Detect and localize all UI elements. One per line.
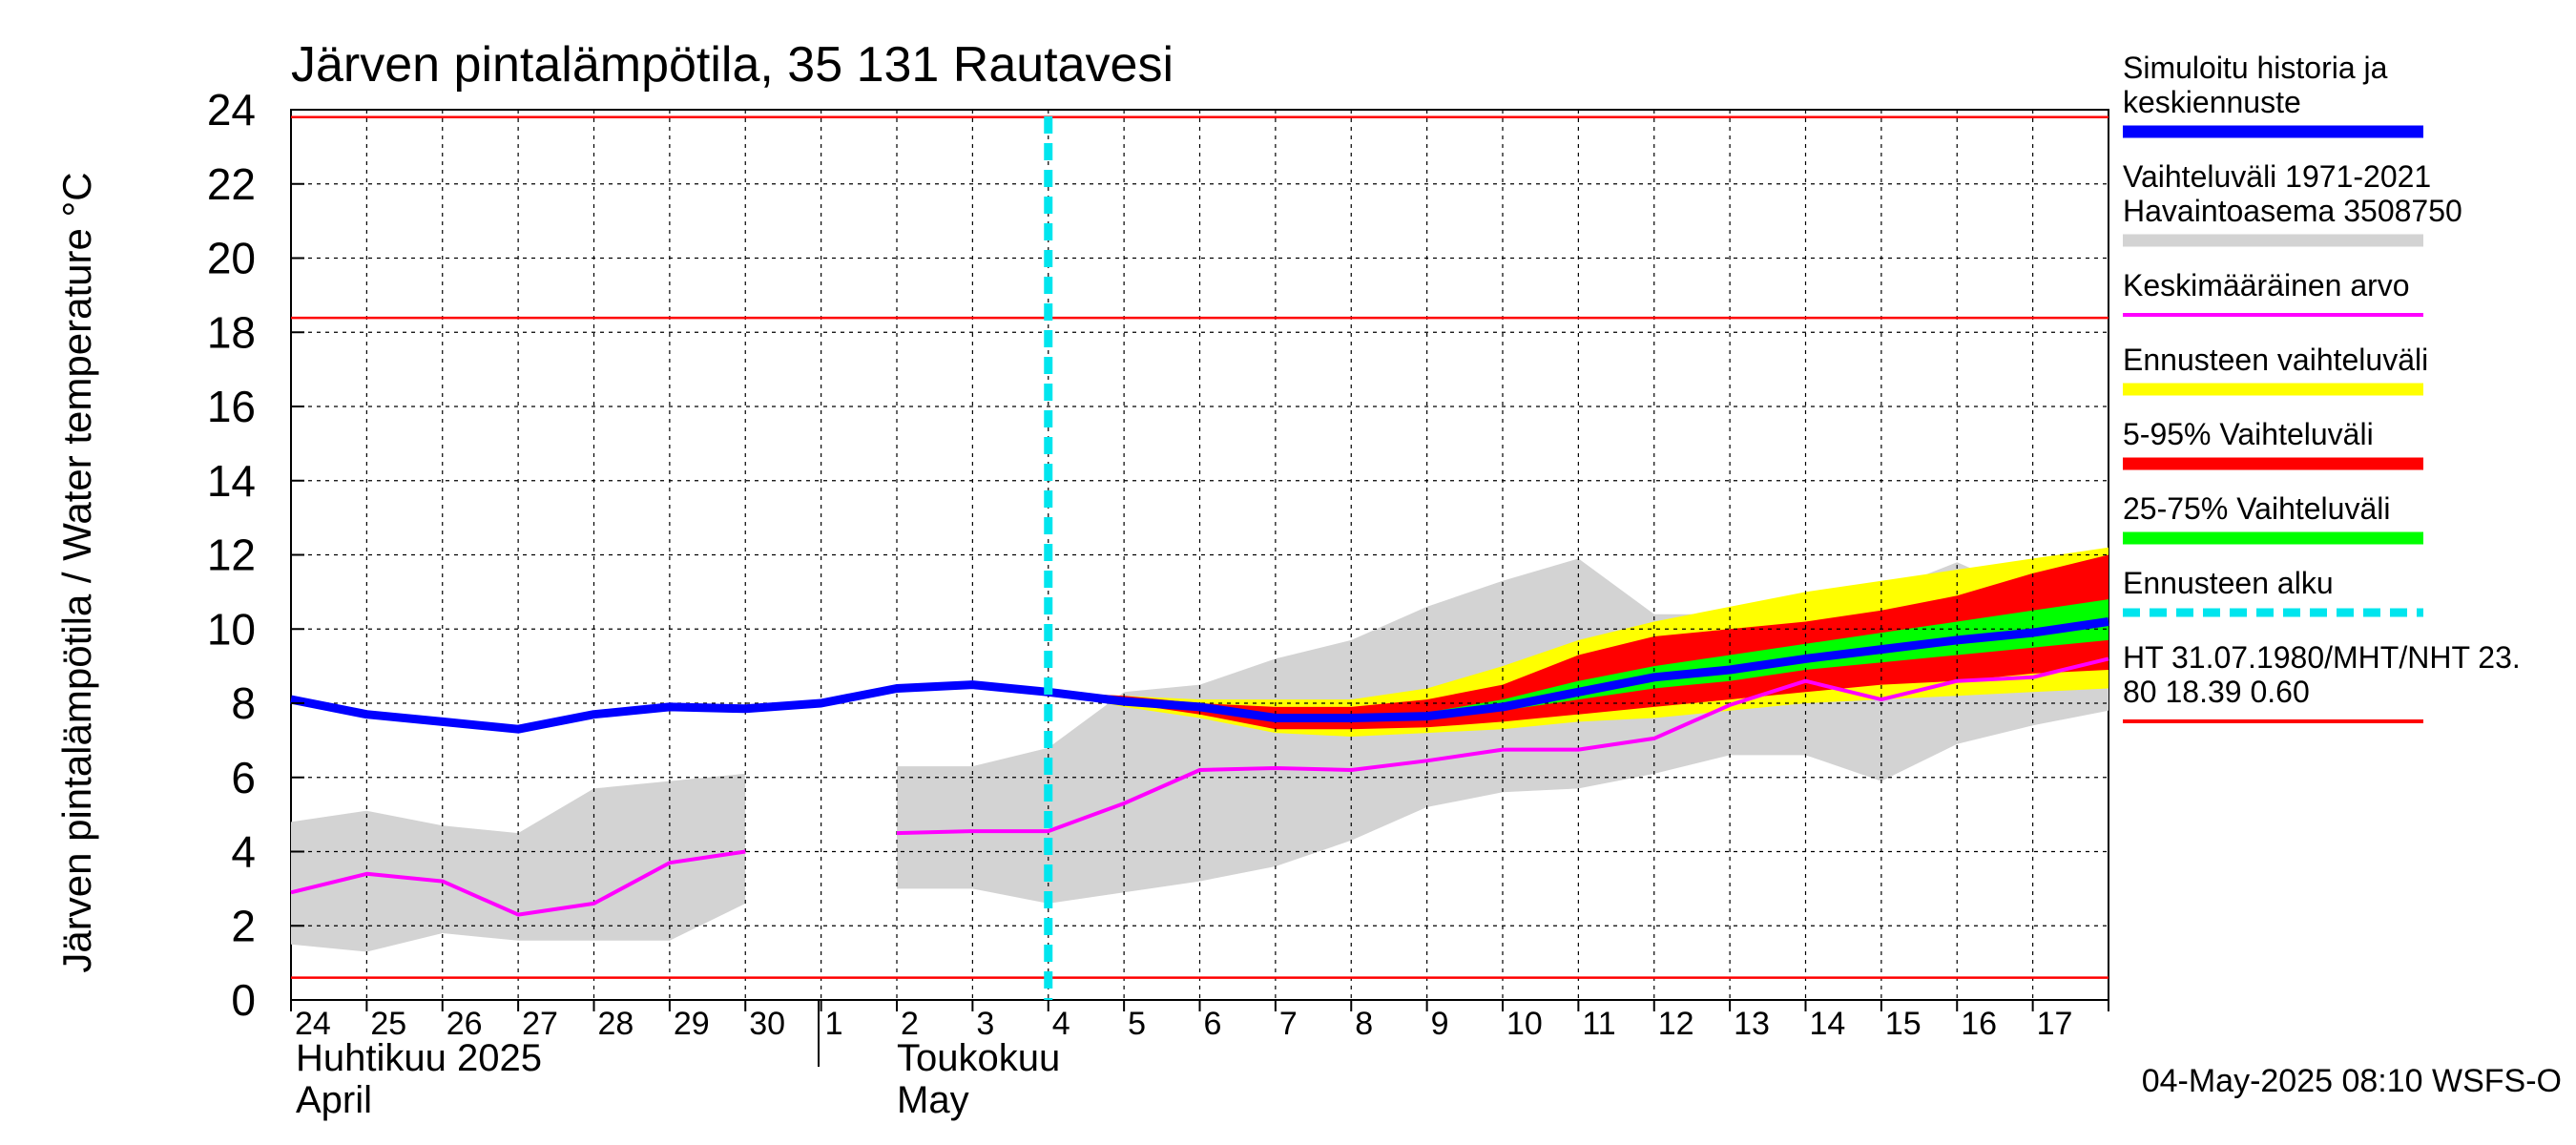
month-label-april-fi: Huhtikuu 2025 (296, 1037, 542, 1079)
legend-label: Keskimääräinen arvo (2123, 268, 2410, 302)
x-tick-label: 9 (1431, 1006, 1449, 1042)
y-tick-label: 10 (207, 604, 256, 654)
x-tick-label: 16 (1961, 1006, 1997, 1042)
x-tick-label: 4 (1052, 1006, 1070, 1042)
x-tick-label: 25 (370, 1006, 406, 1042)
5-95-vaihteluv-li-band (1048, 554, 2109, 730)
x-tick-label: 8 (1355, 1006, 1373, 1042)
legend-label: 25-75% Vaihteluväli (2123, 491, 2390, 526)
x-tick-label: 10 (1506, 1006, 1543, 1042)
simulated-forecast-line (290, 617, 2109, 734)
legend-label: 80 18.39 0.60 (2123, 675, 2310, 709)
y-tick-label: 6 (231, 753, 256, 802)
chart-title: Järven pintalämpötila, 35 131 Rautavesi (291, 37, 1174, 93)
month-label-april-en: April (296, 1079, 372, 1121)
series-lines-layer (290, 617, 2109, 917)
x-tick-label: 17 (2037, 1006, 2073, 1042)
y-tick-label: 2 (231, 901, 256, 950)
x-tick-label: 14 (1810, 1006, 1846, 1042)
mean-value-line (290, 849, 746, 917)
y-tick-label: 12 (207, 531, 256, 580)
x-tick-label: 15 (1885, 1006, 1922, 1042)
x-tick-label: 6 (1204, 1006, 1222, 1042)
legend-label: keskiennuste (2123, 85, 2301, 119)
x-tick-label: 27 (522, 1006, 558, 1042)
x-tick-label: 28 (598, 1006, 634, 1042)
legend-label: 5-95% Vaihteluväli (2123, 417, 2374, 451)
legend-label: Ennusteen alku (2123, 566, 2334, 600)
y-tick-label: 0 (231, 975, 256, 1025)
x-tick-label: 13 (1734, 1006, 1770, 1042)
x-tick-label: 30 (749, 1006, 785, 1042)
x-tick-label: 24 (295, 1006, 331, 1042)
25-75-vaihteluv-li-band (1351, 599, 2109, 718)
y-tick-label: 20 (207, 234, 256, 283)
y-tick-label: 4 (231, 827, 256, 877)
mean-value-line (896, 656, 2109, 836)
reference-lines-layer (291, 115, 2109, 979)
x-tick-label: 29 (674, 1006, 710, 1042)
month-label-may-fi: Toukokuu (897, 1037, 1060, 1079)
legend-label: Havaintoasema 3508750 (2123, 194, 2462, 228)
x-tick-label: 11 (1582, 1006, 1615, 1042)
legend-label: Ennusteen vaihteluväli (2123, 343, 2428, 377)
y-tick-label: 14 (207, 456, 256, 506)
vaihteluv-li-1971-2021-band (291, 773, 746, 952)
x-tick-label: 26 (447, 1006, 483, 1042)
y-tick-label: 24 (207, 85, 256, 135)
x-tick-label: 7 (1279, 1006, 1298, 1042)
x-tick-label: 5 (1128, 1006, 1146, 1042)
y-tick-label: 22 (207, 159, 256, 209)
y-tick-label: 18 (207, 307, 256, 357)
legend-label: Vaihteluväli 1971-2021 (2123, 159, 2431, 194)
y-axis-label: Järven pintalämpötila / Water temperatur… (54, 172, 99, 972)
legend-label: Simuloitu historia ja (2123, 51, 2388, 85)
month-label-may-en: May (897, 1079, 969, 1121)
x-tick-label: 2 (901, 1006, 919, 1042)
x-tick-labels: 24 25 26 27 28 29 30 1 2 3 4 5 6 7 8 9 10 11 12 13 14 15 16 17 (290, 1000, 2109, 1042)
y-tick-label: 8 (231, 678, 256, 728)
x-tick-label: 3 (976, 1006, 994, 1042)
x-tick-label: 1 (825, 1006, 843, 1042)
y-tick-label: 16 (207, 382, 256, 431)
footer-timestamp: 04-May-2025 08:10 WSFS-O (2142, 1063, 2562, 1099)
x-tick-label: 12 (1658, 1006, 1694, 1042)
legend-label: HT 31.07.1980/MHT/NHT 23. (2123, 640, 2521, 675)
